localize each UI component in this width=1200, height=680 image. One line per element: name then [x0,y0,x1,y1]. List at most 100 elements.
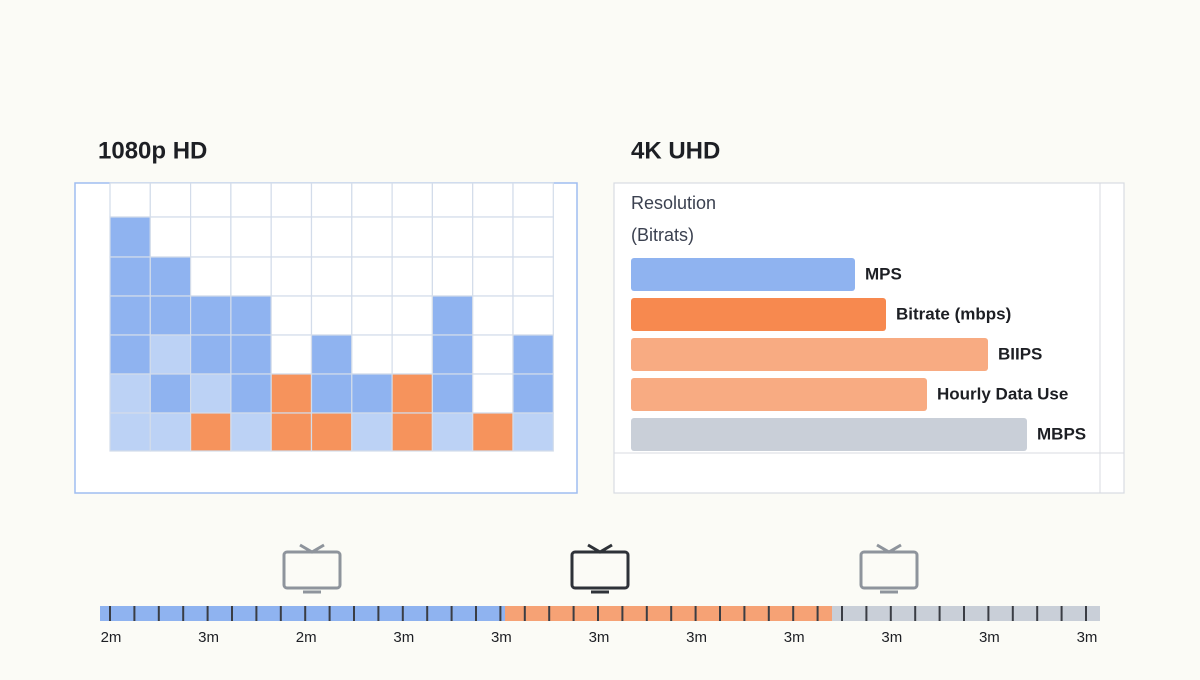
grid-cell [149,295,192,336]
bar-label: BIIPS [998,344,1042,363]
timeline-label: 3m [198,629,219,646]
grid-cell [512,334,554,375]
timeline-label: 2m [101,629,122,646]
grid-cell [109,334,151,375]
grid-cell [431,373,474,414]
grid-cell [512,182,554,218]
grid-cell [351,256,393,297]
bar [631,378,927,411]
tv-screen [570,550,630,590]
grid-cell [431,412,474,452]
grid-cell [512,295,554,336]
subheading: (Bitrats) [631,225,694,245]
grid-cell [230,256,272,297]
grid-cell [190,182,232,218]
grid-cell [270,334,313,375]
grid-cell [351,182,393,218]
grid-cell [270,412,313,452]
grid-cell [149,412,192,452]
grid-cell [472,216,514,258]
grid-cell [310,334,353,375]
grid-cell [109,182,151,218]
bar-label: Bitrate (mbps) [896,304,1011,323]
bar-label: Hourly Data Use [937,384,1068,403]
grid-cell [270,216,313,258]
grid-cell [109,412,151,452]
grid-cell [149,216,192,258]
grid-cell [512,256,554,297]
grid-cell [310,295,353,336]
grid-cell [270,182,313,218]
grid-cell [190,334,232,375]
grid-cell [310,373,353,414]
tv-antenna [299,543,325,554]
grid-cell [230,334,272,375]
grid-cell [109,216,151,258]
grid-cell [351,412,393,452]
grid-cell [190,373,232,414]
heading: Resolution [631,193,716,213]
grid-cell [190,412,232,452]
grid-cell [190,256,232,297]
timeline-label: 3m [784,629,805,646]
bar [631,418,1027,451]
grid-cell [149,373,192,414]
grid-cell [149,334,192,375]
grid-cell [310,256,353,297]
grid-cell [190,216,232,258]
tv-screen [859,550,919,590]
grid-cell [310,412,353,452]
grid-cell [472,256,514,297]
timeline-label: 3m [979,629,1000,646]
grid-cell [472,412,514,452]
grid-cell [109,295,151,336]
grid-cell [512,373,554,414]
bar [631,258,855,291]
grid-cell [512,412,554,452]
timeline-label: 3m [491,629,512,646]
grid-cell [391,182,434,218]
grid-cell [512,216,554,258]
bar-label: MPS [865,264,902,283]
grid-cell [391,412,434,452]
tv-antenna [876,543,902,554]
grid-cell [472,182,514,218]
grid-cell [351,334,393,375]
timeline-label: 3m [589,629,610,646]
grid-cell [431,216,474,258]
grid-cell [431,182,474,218]
tv-antenna [587,543,613,554]
grid-cell [431,334,474,375]
grid-cell [351,295,393,336]
right-title: 4K UHD [631,137,720,164]
grid-cell [472,373,514,414]
grid-cell [351,216,393,258]
timeline-label: 3m [393,629,414,646]
timeline-segment [100,606,505,621]
bar [631,338,988,371]
timeline-segment [505,606,832,621]
grid-cell [351,373,393,414]
grid-cell [149,182,192,218]
grid-cell [190,295,232,336]
tv-screen [282,550,342,590]
grid-cell [310,182,353,218]
grid-cell [391,216,434,258]
tv-icons [282,543,919,594]
grid-cell [270,373,313,414]
grid-cell [230,182,272,218]
grid-cell [391,295,434,336]
grid-cell [149,256,192,297]
grid-cell [109,256,151,297]
timeline-label: 3m [1077,629,1098,646]
grid-cell [230,216,272,258]
grid-cell [431,256,474,297]
grid-cell [230,295,272,336]
timeline-label: 2m [296,629,317,646]
grid-cell [472,295,514,336]
grid-cell [230,373,272,414]
grid-cell [472,334,514,375]
left-title: 1080p HD [98,137,207,164]
